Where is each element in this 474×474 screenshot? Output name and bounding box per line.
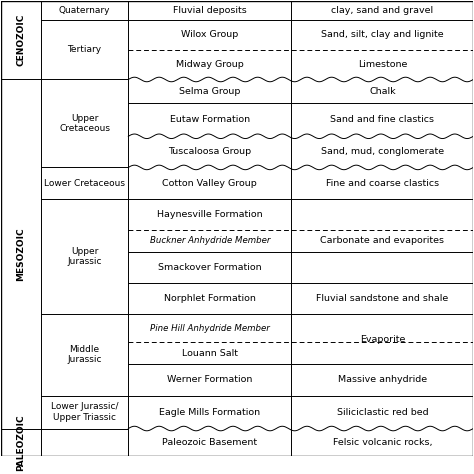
Text: Upper
Jurassic: Upper Jurassic <box>67 246 102 266</box>
Text: Limestone: Limestone <box>358 60 407 69</box>
Text: Fine and coarse clastics: Fine and coarse clastics <box>326 179 439 188</box>
Text: Lower Cretaceous: Lower Cretaceous <box>44 179 125 188</box>
Text: PALEOZOIC: PALEOZOIC <box>16 414 25 471</box>
Text: Sand, silt, clay and lignite: Sand, silt, clay and lignite <box>321 30 444 39</box>
Text: Sand, mud, conglomerate: Sand, mud, conglomerate <box>321 147 444 156</box>
Text: Haynesville Formation: Haynesville Formation <box>157 210 263 219</box>
Text: Werner Formation: Werner Formation <box>167 375 253 384</box>
Text: clay, sand and gravel: clay, sand and gravel <box>331 6 433 15</box>
Text: Tuscaloosa Group: Tuscaloosa Group <box>168 147 251 156</box>
Text: Fluvial deposits: Fluvial deposits <box>173 6 246 15</box>
Text: Lower Jurassic/
Upper Triassic: Lower Jurassic/ Upper Triassic <box>51 402 118 422</box>
Text: Massive anhydride: Massive anhydride <box>338 375 427 384</box>
Text: CENOZOIC: CENOZOIC <box>16 14 25 66</box>
Text: Wilox Group: Wilox Group <box>181 30 238 39</box>
Text: Sand and fine clastics: Sand and fine clastics <box>330 115 434 124</box>
Text: Quaternary: Quaternary <box>59 6 110 15</box>
Text: Selma Group: Selma Group <box>179 87 240 96</box>
Text: Fluvial sandstone and shale: Fluvial sandstone and shale <box>316 294 448 303</box>
Text: Evaporite: Evaporite <box>360 335 405 344</box>
Text: Buckner Anhydride Member: Buckner Anhydride Member <box>150 236 270 245</box>
Text: Upper
Cretaceous: Upper Cretaceous <box>59 114 110 133</box>
Text: Norphlet Formation: Norphlet Formation <box>164 294 256 303</box>
Text: Carbonate and evaporites: Carbonate and evaporites <box>320 236 444 245</box>
Text: Tertiary: Tertiary <box>67 45 101 54</box>
Text: Louann Salt: Louann Salt <box>182 349 238 358</box>
Text: Felsic volcanic rocks,: Felsic volcanic rocks, <box>333 438 432 447</box>
Text: Smackover Formation: Smackover Formation <box>158 263 262 272</box>
Text: Paleozoic Basement: Paleozoic Basement <box>162 438 257 447</box>
Text: Pine Hill Anhydride Member: Pine Hill Anhydride Member <box>150 324 270 333</box>
Text: Midway Group: Midway Group <box>176 60 244 69</box>
Text: Chalk: Chalk <box>369 87 396 96</box>
Text: MESOZOIC: MESOZOIC <box>16 227 25 281</box>
Text: Siliciclastic red bed: Siliciclastic red bed <box>337 408 428 417</box>
Text: Eagle Mills Formation: Eagle Mills Formation <box>159 408 260 417</box>
Text: Cotton Valley Group: Cotton Valley Group <box>163 179 257 188</box>
Text: Middle
Jurassic: Middle Jurassic <box>67 345 102 365</box>
Text: Eutaw Formation: Eutaw Formation <box>170 115 250 124</box>
